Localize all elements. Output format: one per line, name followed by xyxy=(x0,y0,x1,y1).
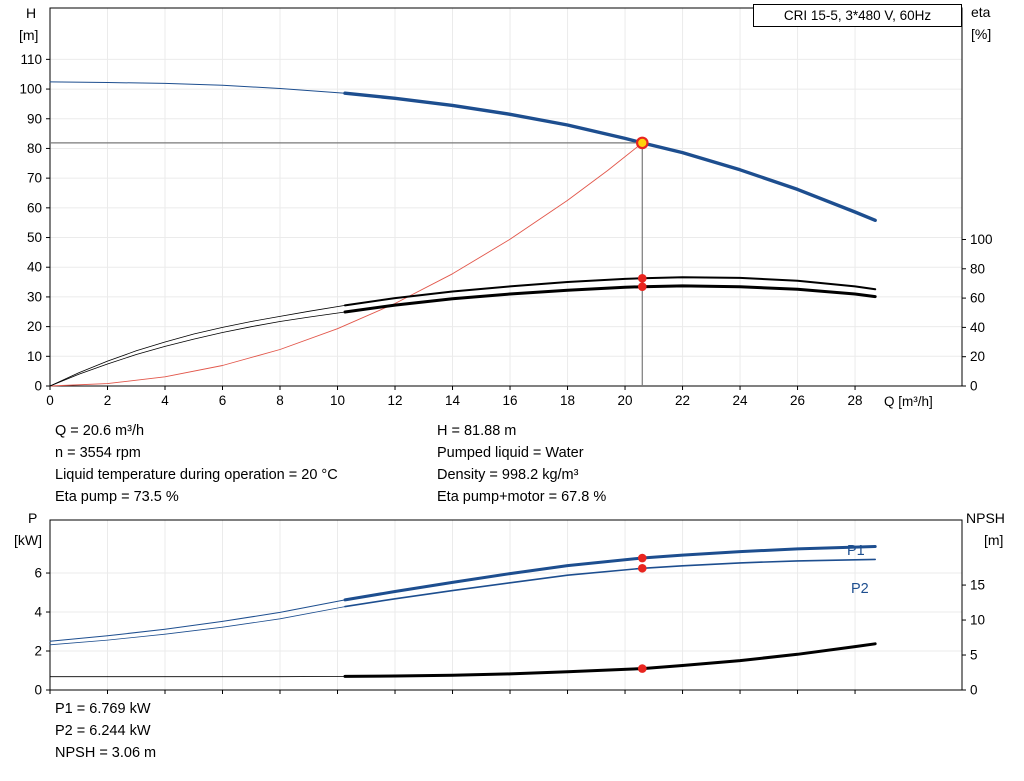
npsh-axis-unit: [m] xyxy=(984,532,1004,548)
duty-annotations-left: Q = 20.6 m³/h n = 3554 rpm Liquid temper… xyxy=(55,420,338,508)
svg-text:26: 26 xyxy=(790,393,805,408)
h-axis-unit: [m] xyxy=(19,27,39,43)
annotation-npsh: NPSH = 3.06 m xyxy=(55,745,157,761)
svg-text:70: 70 xyxy=(27,171,42,186)
svg-text:10: 10 xyxy=(970,613,985,628)
svg-text:100: 100 xyxy=(970,232,993,247)
h-axis-label: H xyxy=(26,5,37,21)
svg-text:5: 5 xyxy=(970,648,978,663)
svg-text:14: 14 xyxy=(445,393,461,408)
svg-text:100: 100 xyxy=(19,82,42,97)
annotation-pumped-liquid: Pumped liquid = Water xyxy=(437,445,584,461)
svg-text:110: 110 xyxy=(20,52,42,67)
svg-text:6: 6 xyxy=(219,393,227,408)
svg-text:12: 12 xyxy=(388,393,403,408)
svg-text:2: 2 xyxy=(104,393,112,408)
svg-text:80: 80 xyxy=(27,141,42,156)
annotation-h: H = 81.88 m xyxy=(437,423,517,439)
p1-curve-label: P1 xyxy=(847,543,865,559)
svg-text:80: 80 xyxy=(970,261,985,276)
svg-text:4: 4 xyxy=(161,393,169,408)
annotation-eta-pump-motor: Eta pump+motor = 67.8 % xyxy=(437,489,607,505)
annotation-p1: P1 = 6.769 kW xyxy=(55,701,151,717)
svg-text:0: 0 xyxy=(970,683,978,698)
duty-annotations-right: H = 81.88 m Pumped liquid = Water Densit… xyxy=(437,420,606,508)
annotation-n: n = 3554 rpm xyxy=(55,445,141,461)
annotation-density: Density = 998.2 kg/m³ xyxy=(437,467,579,483)
power-annotations: P1 = 6.769 kW P2 = 6.244 kW NPSH = 3.06 … xyxy=(55,698,156,764)
svg-text:20: 20 xyxy=(970,349,985,364)
annotation-liquid-temp: Liquid temperature during operation = 20… xyxy=(55,467,338,483)
svg-text:8: 8 xyxy=(276,393,284,408)
annotation-p2: P2 = 6.244 kW xyxy=(55,723,151,739)
eta-axis-label: eta xyxy=(971,4,991,20)
svg-text:6: 6 xyxy=(34,566,42,581)
svg-text:30: 30 xyxy=(27,289,42,304)
annotation-q: Q = 20.6 m³/h xyxy=(55,423,145,439)
pump-model-title-box: CRI 15-5, 3*480 V, 60Hz xyxy=(753,4,962,27)
svg-text:10: 10 xyxy=(330,393,345,408)
svg-text:50: 50 xyxy=(27,230,42,245)
svg-text:15: 15 xyxy=(970,578,985,593)
svg-text:22: 22 xyxy=(675,393,690,408)
svg-text:90: 90 xyxy=(27,111,42,126)
svg-text:16: 16 xyxy=(503,393,518,408)
q-axis-label: Q [m³/h] xyxy=(884,394,933,409)
svg-text:18: 18 xyxy=(560,393,575,408)
svg-text:20: 20 xyxy=(618,393,633,408)
p-axis-unit: [kW] xyxy=(14,532,42,548)
eta-axis-unit: [%] xyxy=(971,26,992,42)
svg-text:24: 24 xyxy=(733,393,749,408)
p-axis-label: P xyxy=(28,510,38,526)
p2-curve-label: P2 xyxy=(851,581,869,597)
svg-text:2: 2 xyxy=(34,644,42,659)
svg-text:0: 0 xyxy=(34,683,42,698)
svg-text:10: 10 xyxy=(27,349,42,364)
svg-text:0: 0 xyxy=(970,379,978,394)
svg-text:0: 0 xyxy=(46,393,54,408)
svg-text:40: 40 xyxy=(27,260,42,275)
svg-text:60: 60 xyxy=(27,200,42,215)
svg-text:0: 0 xyxy=(34,379,42,394)
svg-text:60: 60 xyxy=(970,291,985,306)
svg-text:40: 40 xyxy=(970,320,985,335)
svg-text:4: 4 xyxy=(34,605,42,620)
annotation-eta-pump: Eta pump = 73.5 % xyxy=(55,489,179,505)
svg-text:28: 28 xyxy=(848,393,863,408)
npsh-axis-label: NPSH xyxy=(966,510,1005,526)
svg-text:20: 20 xyxy=(27,319,42,334)
